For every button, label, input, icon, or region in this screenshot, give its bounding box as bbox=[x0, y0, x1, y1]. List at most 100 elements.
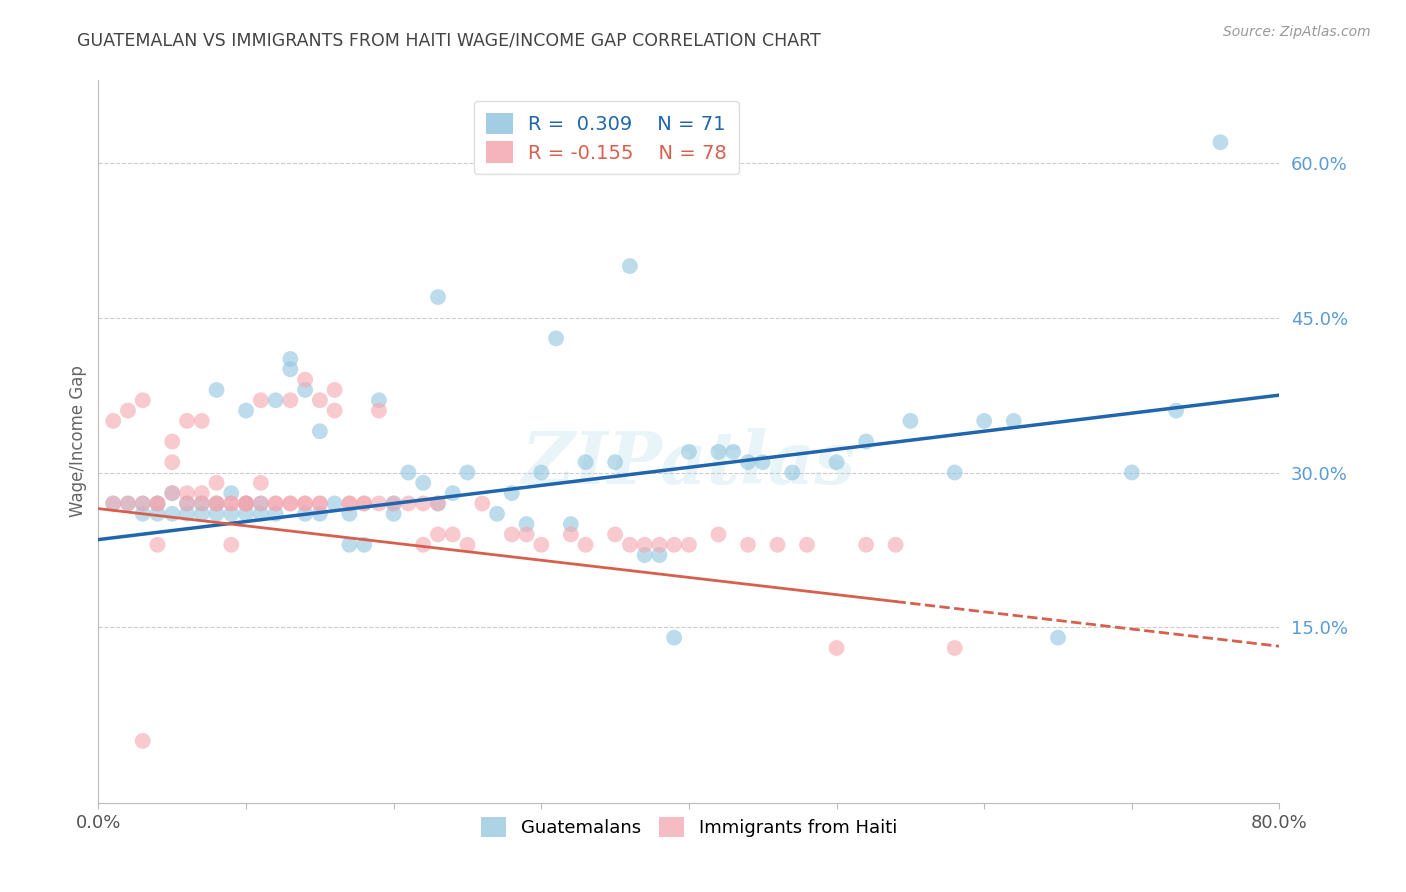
Point bbox=[146, 496, 169, 510]
Point bbox=[501, 527, 523, 541]
Point bbox=[339, 538, 361, 552]
Point bbox=[353, 496, 375, 510]
Point bbox=[516, 527, 538, 541]
Point bbox=[1121, 466, 1143, 480]
Point bbox=[162, 507, 183, 521]
Point bbox=[132, 496, 155, 510]
Point bbox=[250, 507, 273, 521]
Point bbox=[943, 466, 966, 480]
Point bbox=[412, 496, 434, 510]
Point bbox=[309, 496, 332, 510]
Point bbox=[441, 527, 464, 541]
Point bbox=[176, 414, 198, 428]
Point bbox=[221, 496, 243, 510]
Point bbox=[162, 455, 183, 469]
Point bbox=[766, 538, 789, 552]
Point bbox=[132, 496, 155, 510]
Point bbox=[353, 496, 375, 510]
Point bbox=[103, 496, 125, 510]
Point bbox=[146, 507, 169, 521]
Point bbox=[117, 496, 139, 510]
Point bbox=[176, 486, 198, 500]
Text: Source: ZipAtlas.com: Source: ZipAtlas.com bbox=[1223, 25, 1371, 39]
Point bbox=[294, 496, 316, 510]
Point bbox=[294, 383, 316, 397]
Point bbox=[884, 538, 907, 552]
Point bbox=[678, 538, 700, 552]
Point bbox=[235, 496, 257, 510]
Point bbox=[382, 507, 405, 521]
Point bbox=[855, 538, 877, 552]
Point bbox=[619, 259, 641, 273]
Point bbox=[205, 507, 228, 521]
Point bbox=[457, 538, 479, 552]
Point bbox=[146, 496, 169, 510]
Y-axis label: Wage/Income Gap: Wage/Income Gap bbox=[69, 366, 87, 517]
Point bbox=[191, 414, 214, 428]
Point bbox=[427, 290, 450, 304]
Point bbox=[368, 393, 391, 408]
Point bbox=[132, 507, 155, 521]
Point bbox=[235, 496, 257, 510]
Point bbox=[382, 496, 405, 510]
Point bbox=[309, 393, 332, 408]
Point bbox=[353, 538, 375, 552]
Point bbox=[441, 486, 464, 500]
Point bbox=[471, 496, 494, 510]
Point bbox=[707, 527, 730, 541]
Point bbox=[737, 455, 759, 469]
Point bbox=[530, 538, 553, 552]
Point bbox=[132, 393, 155, 408]
Point bbox=[162, 486, 183, 500]
Point bbox=[294, 507, 316, 521]
Point bbox=[782, 466, 804, 480]
Point bbox=[825, 640, 848, 655]
Point bbox=[146, 538, 169, 552]
Point bbox=[664, 538, 686, 552]
Point bbox=[825, 455, 848, 469]
Point bbox=[737, 538, 759, 552]
Point bbox=[205, 496, 228, 510]
Point bbox=[546, 331, 568, 345]
Point bbox=[309, 507, 332, 521]
Point bbox=[796, 538, 818, 552]
Point bbox=[560, 527, 582, 541]
Point bbox=[427, 527, 450, 541]
Point bbox=[103, 414, 125, 428]
Point bbox=[648, 538, 671, 552]
Point bbox=[398, 466, 420, 480]
Point bbox=[943, 640, 966, 655]
Point bbox=[339, 496, 361, 510]
Point bbox=[382, 496, 405, 510]
Point bbox=[117, 496, 139, 510]
Point bbox=[162, 434, 183, 449]
Point bbox=[398, 496, 420, 510]
Point bbox=[250, 496, 273, 510]
Point bbox=[250, 496, 273, 510]
Point bbox=[855, 434, 877, 449]
Point bbox=[235, 496, 257, 510]
Point bbox=[176, 496, 198, 510]
Point bbox=[339, 507, 361, 521]
Point bbox=[427, 496, 450, 510]
Point bbox=[368, 496, 391, 510]
Point bbox=[619, 538, 641, 552]
Point bbox=[191, 486, 214, 500]
Point bbox=[560, 517, 582, 532]
Point bbox=[973, 414, 995, 428]
Point bbox=[486, 507, 509, 521]
Point bbox=[634, 538, 657, 552]
Point bbox=[205, 496, 228, 510]
Point bbox=[280, 362, 302, 376]
Point bbox=[323, 383, 346, 397]
Point bbox=[132, 734, 155, 748]
Point bbox=[412, 475, 434, 490]
Point bbox=[235, 507, 257, 521]
Point bbox=[605, 455, 627, 469]
Point bbox=[707, 445, 730, 459]
Point bbox=[368, 403, 391, 417]
Point bbox=[176, 496, 198, 510]
Point bbox=[264, 393, 287, 408]
Point bbox=[280, 496, 302, 510]
Point bbox=[1166, 403, 1188, 417]
